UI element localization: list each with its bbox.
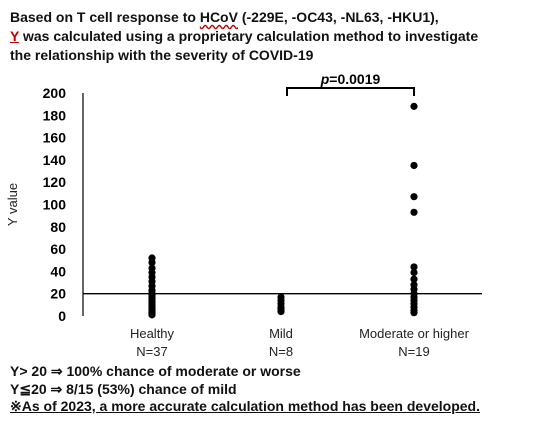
data-point bbox=[277, 307, 285, 316]
header-line2-rest: was calculated using a proprietary calcu… bbox=[19, 28, 479, 44]
y-tick-label: 180 bbox=[43, 107, 67, 123]
y-tick-label: 40 bbox=[50, 263, 66, 279]
data-point bbox=[410, 309, 418, 317]
header-line1-suffix: (-229E, -OC43, -NL63, -HKU1), bbox=[237, 9, 439, 25]
y-tick-label: 100 bbox=[43, 197, 67, 213]
y-tick-label: 60 bbox=[50, 241, 66, 257]
y-tick-label: 200 bbox=[43, 85, 67, 101]
y-tick-label: 80 bbox=[50, 219, 66, 235]
p-symbol: p bbox=[320, 71, 330, 87]
x-group-n: N=8 bbox=[269, 344, 293, 359]
x-group-n: N=19 bbox=[398, 344, 429, 359]
x-group-label: Mild bbox=[269, 326, 293, 341]
y-tick-label: 160 bbox=[43, 130, 67, 146]
y-tick-label: 120 bbox=[43, 174, 67, 190]
header-line1-prefix: Based on T cell response to bbox=[10, 9, 200, 25]
p-value-label: p=0.0019 bbox=[320, 71, 381, 87]
y-tick-label: 20 bbox=[50, 286, 66, 302]
data-point bbox=[410, 208, 418, 216]
data-point bbox=[410, 193, 418, 201]
notes: Y> 20 ⇒ 100% chance of moderate or worse… bbox=[10, 363, 480, 416]
data-point bbox=[410, 275, 418, 283]
y-tick-label: 0 bbox=[58, 308, 66, 324]
p-value: =0.0019 bbox=[329, 71, 380, 87]
note-below-threshold: Y≦20 ⇒ 8/15 (53%) chance of mild bbox=[10, 380, 237, 397]
data-point bbox=[410, 161, 418, 170]
data-point bbox=[148, 311, 156, 319]
chart-header: Based on T cell response to HCoV (-229E,… bbox=[10, 8, 530, 65]
note-method-update: ※As of 2023, a more accurate calculation… bbox=[10, 398, 480, 414]
y-term: Y bbox=[10, 28, 20, 44]
data-point bbox=[410, 263, 418, 271]
scatter-chart: 0 20 40 60 80 100 120 140 160 180 200 Y value Health… bbox=[5, 71, 482, 359]
header-line-1: Based on T cell response to HCoV (-229E,… bbox=[10, 8, 530, 27]
x-group-label: Healthy bbox=[130, 326, 175, 341]
x-group-n: N=37 bbox=[136, 344, 167, 359]
data-point bbox=[410, 102, 418, 110]
y-tick-label: 140 bbox=[43, 152, 67, 168]
header-line-2: Y was calculated using a proprietary cal… bbox=[10, 27, 530, 46]
x-group-label: Moderate or higher bbox=[359, 326, 470, 341]
hcov-term: HCoV bbox=[199, 9, 238, 25]
y-axis-title: Y value bbox=[5, 183, 20, 226]
data-point bbox=[148, 258, 156, 267]
note-above-threshold: Y> 20 ⇒ 100% chance of moderate or worse bbox=[10, 363, 301, 379]
data-point bbox=[410, 268, 418, 277]
significance-bracket bbox=[286, 87, 415, 96]
header-line-3: the relationship with the severity of CO… bbox=[10, 47, 314, 63]
